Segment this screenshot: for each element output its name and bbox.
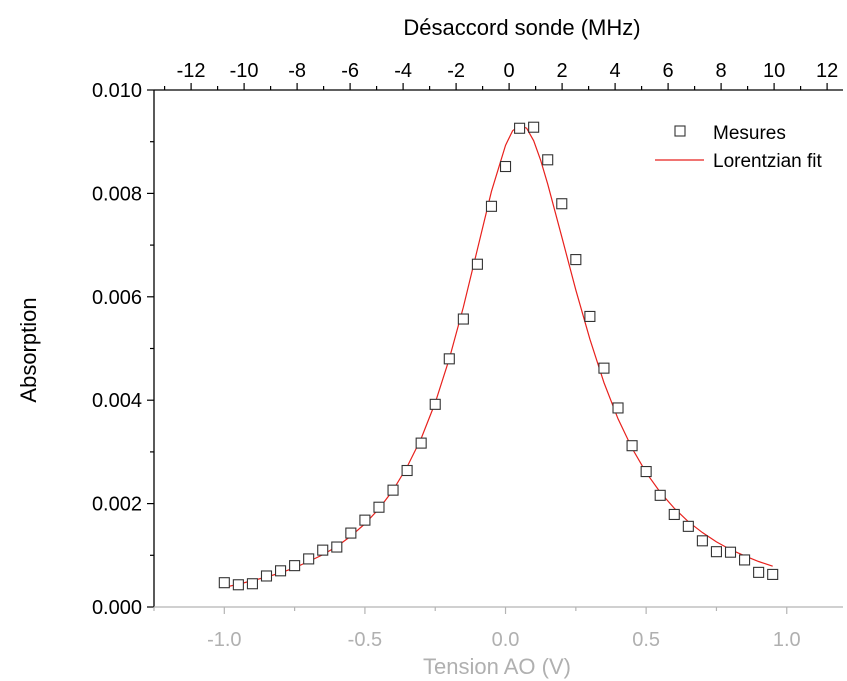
data-point (457, 313, 469, 325)
data-point (331, 541, 343, 553)
data-point (570, 254, 582, 266)
y-axis-title: Absorption (16, 297, 41, 402)
y-tick-label: 0.004 (92, 390, 142, 412)
top-tick-label: 0 (504, 60, 515, 82)
legend-label-mesures: Mesures (713, 123, 786, 144)
top-tick-label: 4 (610, 60, 621, 82)
data-point (514, 122, 526, 134)
data-point (246, 578, 258, 590)
data-point (359, 514, 371, 526)
data-point (415, 437, 427, 449)
data-point (654, 489, 666, 501)
x-tick-label: -0.5 (348, 629, 382, 651)
data-point (598, 362, 610, 374)
legend: Mesures Lorentzian fit (655, 123, 823, 172)
legend-label-fit: Lorentzian fit (713, 151, 823, 172)
data-point (218, 577, 230, 589)
y-tick-label: 0.006 (92, 287, 142, 309)
top-tick-label: -4 (394, 60, 412, 82)
data-point (739, 554, 751, 566)
y-tick-label: 0.000 (92, 597, 142, 619)
data-point (668, 508, 680, 521)
fit-curve (224, 124, 773, 588)
data-point (556, 198, 568, 210)
data-point (345, 527, 357, 539)
x-tick-label: 1.0 (773, 629, 801, 651)
data-point (232, 579, 244, 591)
top-tick-label: 6 (663, 60, 674, 82)
data-point (626, 440, 638, 452)
data-point (289, 560, 301, 572)
x-tick-label: 0.5 (632, 629, 660, 651)
legend-marker-mesures (674, 125, 686, 137)
data-point (471, 258, 483, 270)
data-point (401, 464, 413, 477)
data-point (724, 546, 737, 558)
top-tick-label: 8 (716, 60, 727, 82)
y-tick-label: 0.008 (92, 183, 142, 205)
x-tick-label: -1.0 (207, 629, 241, 651)
data-point (612, 402, 624, 414)
top-axis-title: Désaccord sonde (MHz) (403, 15, 640, 40)
x-axis-title: Tension AO (V) (423, 654, 571, 679)
top-tick-label: -10 (230, 60, 259, 82)
data-point (317, 544, 329, 556)
y-tick-label: 0.002 (92, 494, 142, 516)
data-point (274, 565, 287, 577)
top-tick-label: -12 (177, 60, 206, 82)
data-point (528, 121, 540, 133)
data-point (260, 570, 273, 582)
data-point (443, 353, 455, 365)
data-point (584, 310, 596, 323)
data-point (753, 566, 765, 578)
data-point (542, 154, 554, 166)
x-tick-label: 0.0 (492, 629, 520, 651)
data-point (767, 568, 779, 580)
y-tick-label: 0.010 (92, 80, 142, 102)
data-point (373, 501, 385, 513)
top-tick-label: 10 (763, 60, 785, 82)
data-point (696, 535, 708, 547)
data-point (485, 200, 498, 212)
top-tick-label: -6 (341, 60, 359, 82)
data-point (387, 484, 399, 496)
top-tick-label: 12 (816, 60, 838, 82)
top-tick-label: -2 (447, 60, 465, 82)
data-point (640, 465, 652, 478)
top-tick-label: 2 (557, 60, 568, 82)
top-tick-label: -8 (288, 60, 306, 82)
data-point (499, 160, 512, 173)
plot-area (218, 121, 779, 591)
data-point (682, 520, 694, 532)
data-point (710, 546, 723, 558)
data-point (303, 553, 315, 565)
data-point (429, 398, 441, 410)
